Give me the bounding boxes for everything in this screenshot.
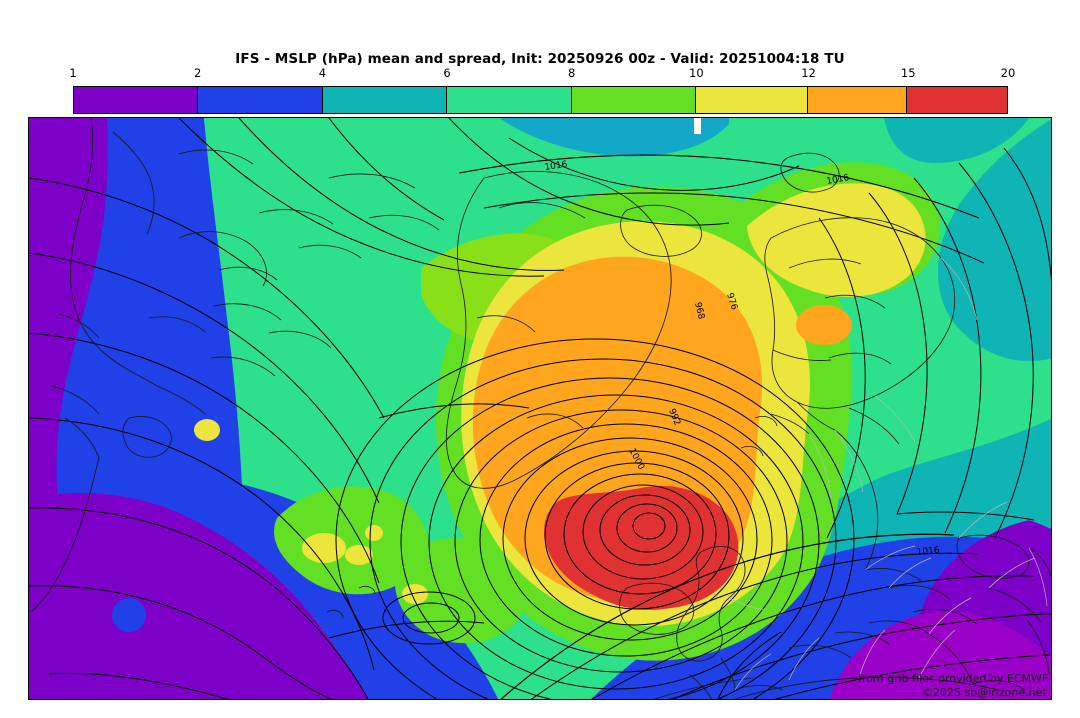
colorbar-segment-8-10 bbox=[571, 87, 696, 113]
colorbar-segment-4-6 bbox=[322, 87, 448, 113]
spread-band-1-2-sw bbox=[29, 493, 368, 699]
spread-pocket-yellow-3 bbox=[365, 525, 383, 541]
colorbar-segment-1-2 bbox=[74, 87, 199, 113]
map-svg: 1016 1016 1016 968 976 992 1000 bbox=[29, 118, 1051, 699]
colorbar-gradient bbox=[73, 86, 1008, 114]
spread-pocket-orange-ne bbox=[796, 305, 852, 345]
isobar-label: 968 bbox=[692, 301, 706, 320]
spread-band-4-6-ne bbox=[938, 119, 1051, 362]
spread-band-4-6-med bbox=[819, 448, 1051, 538]
colorbar-segment-12-15 bbox=[807, 87, 908, 113]
country-borders bbox=[728, 257, 1048, 691]
map-top-notch bbox=[694, 118, 701, 134]
spread-band-4-6-ne2 bbox=[884, 118, 1029, 163]
colorbar-tick-4: 4 bbox=[318, 66, 327, 80]
colorbar-tick-10: 10 bbox=[689, 66, 704, 80]
coastlines bbox=[30, 118, 1051, 699]
colorbar-tick-15: 15 bbox=[900, 66, 916, 80]
spread-pocket-yellow-2 bbox=[345, 545, 373, 565]
colorbar-tick-12: 12 bbox=[801, 66, 816, 80]
colorbar-tick-1: 1 bbox=[69, 66, 77, 80]
page-title: IFS - MSLP (hPa) mean and spread, Init: … bbox=[235, 51, 845, 67]
spread-pocket-yellow-4 bbox=[402, 584, 428, 604]
colorbar-tick-2: 2 bbox=[193, 66, 202, 80]
colorbar-tick-8: 8 bbox=[567, 66, 576, 80]
colorbar-tick-labels: 1 2 4 6 8 10 12 15 20 bbox=[69, 66, 1015, 84]
colorbar-segment-10-12 bbox=[695, 87, 808, 113]
colorbar-tick-20: 20 bbox=[1000, 66, 1016, 80]
colorbar-tick-6: 6 bbox=[443, 66, 451, 80]
colorbar-segment-15-20 bbox=[907, 87, 1007, 113]
spread-band-4-6-nw bbox=[499, 118, 729, 157]
spread-pocket-yellow-1 bbox=[302, 533, 346, 563]
colorbar-segment-6-8 bbox=[447, 87, 572, 113]
spread-pocket-blue-sw bbox=[112, 598, 146, 632]
colorbar: 1 2 4 6 8 10 12 15 20 bbox=[69, 66, 1015, 114]
spread-band-8-10-atlantic bbox=[274, 486, 527, 644]
map-canvas[interactable]: 1016 1016 1016 968 976 992 1000 bbox=[28, 117, 1052, 700]
isobar-label: 1016 bbox=[544, 160, 568, 173]
isobar-label: 1016 bbox=[916, 546, 940, 558]
isobar-contours bbox=[29, 118, 1051, 699]
colorbar-segment-2-4 bbox=[198, 87, 323, 113]
spread-band-10-12-ne bbox=[747, 183, 926, 297]
spread-pocket-yellow-5 bbox=[194, 419, 220, 441]
isobar-label: 1016 bbox=[826, 173, 851, 187]
